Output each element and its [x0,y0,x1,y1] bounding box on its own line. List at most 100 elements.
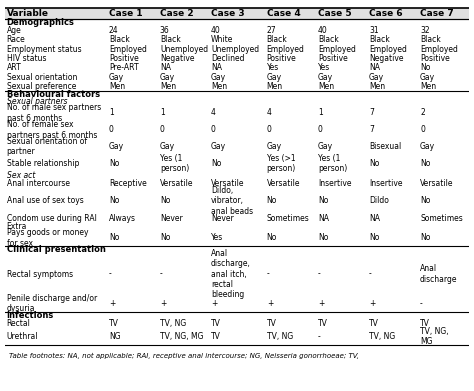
Text: Yes (1
person): Yes (1 person) [160,154,189,173]
Text: No: No [420,63,430,72]
Text: TV: TV [267,319,277,328]
Text: Age: Age [7,26,21,35]
Text: NG: NG [109,332,120,341]
Text: NA: NA [318,213,329,222]
Text: Employment status: Employment status [7,45,81,54]
Text: 0: 0 [160,126,165,135]
Text: 7: 7 [369,126,374,135]
Text: Anal
discharge: Anal discharge [420,264,457,284]
Text: Case 2: Case 2 [160,9,194,18]
Text: Rectal: Rectal [7,319,30,328]
Text: Table footnotes: NA, not applicable; RAI, receptive anal intercourse; NG, Neisse: Table footnotes: NA, not applicable; RAI… [9,353,359,359]
Text: Sexual partners: Sexual partners [7,97,67,106]
Text: No: No [318,233,328,242]
Text: Employed: Employed [369,45,407,54]
Text: White: White [211,35,233,44]
Text: Demographics: Demographics [7,18,74,27]
Text: TV: TV [211,332,221,341]
Text: Gay: Gay [211,142,226,151]
Text: Black: Black [267,35,287,44]
Text: 0: 0 [109,126,114,135]
Text: Dildo: Dildo [369,196,389,205]
Text: TV, NG,
MG: TV, NG, MG [420,327,449,346]
Text: No: No [109,196,119,205]
Text: 40: 40 [211,26,221,35]
Text: Black: Black [318,35,338,44]
Text: TV, NG: TV, NG [369,332,395,341]
Text: No: No [160,196,170,205]
Text: Employed: Employed [420,45,458,54]
Text: 40: 40 [318,26,328,35]
Text: Black: Black [160,35,181,44]
Text: Gay: Gay [318,73,333,82]
Text: No. of male sex partners
past 6 months: No. of male sex partners past 6 months [7,103,101,123]
Text: 27: 27 [267,26,276,35]
Text: -: - [160,269,163,278]
Text: 0: 0 [267,126,272,135]
Text: Urethral: Urethral [7,332,38,341]
Text: 1: 1 [160,108,164,117]
Text: NA: NA [369,63,380,72]
Text: +: + [109,299,115,308]
Text: Insertive: Insertive [318,179,351,188]
Text: Men: Men [109,82,125,91]
Text: 32: 32 [420,26,429,35]
Text: Negative: Negative [369,54,403,63]
Text: Bisexual: Bisexual [369,142,401,151]
Text: No: No [109,159,119,168]
Text: Positive: Positive [267,54,296,63]
Text: Never: Never [211,213,234,222]
Text: +: + [211,299,218,308]
Text: Negative: Negative [160,54,194,63]
Text: Rectal symptoms: Rectal symptoms [7,269,73,278]
Text: NA: NA [369,213,380,222]
Text: No: No [267,196,277,205]
Text: Gay: Gay [369,73,384,82]
Text: Condom use during RAI: Condom use during RAI [7,213,97,222]
Text: 2: 2 [420,108,425,117]
Text: 4: 4 [267,108,272,117]
Text: 1: 1 [318,108,323,117]
Text: 0: 0 [420,126,425,135]
Text: Declined: Declined [211,54,245,63]
Text: No: No [420,159,430,168]
Text: Versatile: Versatile [420,179,454,188]
Text: ART: ART [7,63,21,72]
Text: -: - [267,269,270,278]
Text: No: No [211,159,221,168]
Text: Race: Race [7,35,25,44]
Text: Extra: Extra [7,222,27,231]
Text: Dildo,
vibrator,
anal beads: Dildo, vibrator, anal beads [211,186,253,216]
Text: Employed: Employed [109,45,146,54]
Text: TV: TV [369,319,379,328]
Text: Infections: Infections [7,311,54,320]
Text: Sometimes: Sometimes [267,213,310,222]
Text: Case 6: Case 6 [369,9,403,18]
Text: Men: Men [369,82,385,91]
Bar [5,8,469,19]
Text: Men: Men [318,82,334,91]
Text: Case 5: Case 5 [319,9,352,18]
Text: Receptive: Receptive [109,179,146,188]
Text: Penile discharge and/or
dysuria: Penile discharge and/or dysuria [7,294,97,313]
Text: No: No [369,159,379,168]
Text: Men: Men [160,82,176,91]
Text: Pays goods or money
for sex: Pays goods or money for sex [7,228,88,248]
Text: Black: Black [369,35,390,44]
Text: Gay: Gay [318,142,333,151]
Text: Gay: Gay [211,73,226,82]
Text: Gay: Gay [420,142,435,151]
Text: Gay: Gay [109,142,124,151]
Text: 31: 31 [369,26,379,35]
Text: 4: 4 [211,108,216,117]
Text: +: + [160,299,166,308]
Text: Employed: Employed [318,45,356,54]
Text: -: - [109,269,111,278]
Text: Insertive: Insertive [369,179,402,188]
Text: Yes (>1
person): Yes (>1 person) [267,154,296,173]
Text: TV, NG, MG: TV, NG, MG [160,332,203,341]
Text: TV: TV [109,319,118,328]
Text: Anal intercourse: Anal intercourse [7,179,70,188]
Text: Unemployed: Unemployed [160,45,208,54]
Text: No: No [420,196,430,205]
